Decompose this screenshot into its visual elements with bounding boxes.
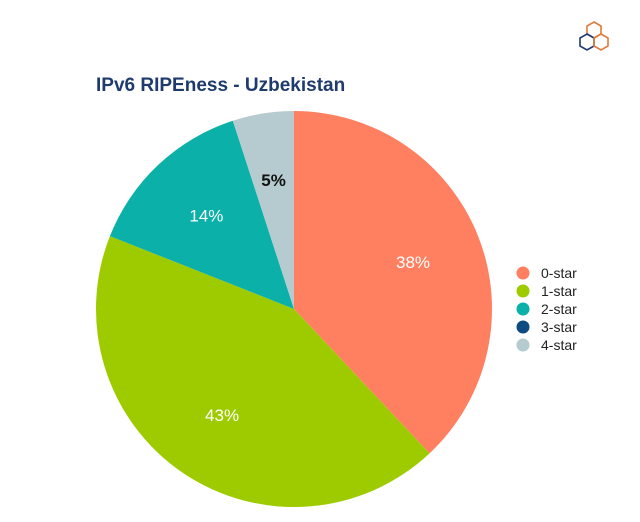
logo-hex-left [579,33,595,51]
legend-marker-4-star [516,338,530,352]
slice-labels: 38% 43% 14% 5% [189,171,430,425]
legend-label-0-star: 0-star [541,265,577,281]
slice-label-1-star: 43% [205,406,239,425]
logo-hex-right [593,33,609,51]
legend-label-1-star: 1-star [541,283,577,299]
legend-label-2-star: 2-star [541,301,577,317]
legend-marker-2-star [516,302,530,316]
legend: 0-star 1-star 2-star 3-star 4-star [516,265,577,353]
pie-slice-2-star [109,120,294,309]
slice-label-0-star: 38% [396,253,430,272]
pie-slice-4-star [232,111,294,309]
ripe-ncc-logo-icon [579,21,609,51]
slice-label-4-star: 5% [261,171,286,190]
pie-slices [96,111,492,507]
legend-marker-3-star [516,320,530,334]
slice-label-2-star: 14% [189,207,223,226]
legend-label-4-star: 4-star [541,337,577,353]
legend-marker-0-star [516,266,530,280]
legend-marker-1-star [516,284,530,298]
chart-title: IPv6 RIPEness - Uzbekistan [96,75,345,96]
pie-slice-0-star [294,111,492,454]
legend-label-3-star: 3-star [541,319,577,335]
pie-slice-1-star [96,236,430,507]
